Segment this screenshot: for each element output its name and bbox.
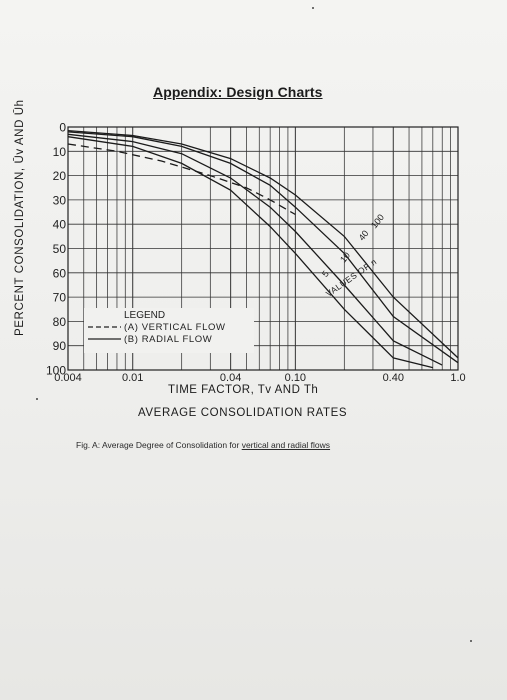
chart-legend: LEGEND(A) VERTICAL FLOW(B) RADIAL FLOW (84, 308, 254, 353)
paper-speck (312, 7, 314, 9)
y-tick-label: 100 (46, 364, 66, 378)
x-tick-label: 0.04 (220, 372, 241, 384)
y-tick-label: 30 (53, 193, 67, 207)
y-tick-label: 20 (53, 169, 67, 183)
paper-speck (470, 640, 472, 642)
x-tick-label: 0.10 (285, 372, 306, 384)
x-axis-label: TIME FACTOR, Tv AND Th (168, 384, 319, 396)
legend-item-label: (A) VERTICAL FLOW (124, 322, 226, 333)
figure-caption: Fig. A: Average Degree of Consolidation … (76, 440, 330, 450)
series-label: 10 (338, 250, 352, 264)
series-label: 40 (357, 228, 371, 242)
series-line (67, 131, 459, 364)
legend-item-label: (B) RADIAL FLOW (124, 334, 212, 345)
x-tick-labels: 0.004 0.01 0.04 0.10 0.40 1.0 (54, 372, 465, 384)
x-tick-label: 1.0 (450, 372, 465, 384)
x-tick-label: 0.004 (54, 372, 82, 384)
y-tick-label: 80 (53, 315, 67, 329)
y-tick-label: 60 (53, 266, 67, 280)
paper-speck (36, 398, 38, 400)
series-line (67, 143, 296, 216)
legend-box (84, 308, 254, 353)
series-label: 100 (369, 212, 386, 230)
y-tick-label: 0 (59, 121, 66, 135)
series-line (67, 129, 459, 359)
y-tick-label: 70 (53, 291, 67, 305)
page-title: Appendix: Design Charts (153, 84, 323, 100)
y-tick-labels: 0 10 20 30 40 50 60 70 80 90 100 (46, 121, 66, 378)
x-tick-label: 0.01 (122, 372, 143, 384)
caption-text: Fig. A: Average Degree of Consolidation … (76, 440, 242, 450)
y-tick-label: 40 (53, 218, 67, 232)
y-tick-label: 10 (53, 145, 67, 159)
series-line (67, 136, 433, 369)
series-line (67, 133, 443, 366)
y-tick-label: 50 (53, 242, 67, 256)
y-tick-label: 90 (53, 339, 67, 353)
series-label: 5 (320, 269, 331, 279)
plot-frame (67, 126, 459, 371)
legend-title: LEGEND (124, 310, 165, 321)
chart-subtitle: AVERAGE CONSOLIDATION RATES (138, 407, 348, 419)
chart-curves (67, 129, 459, 369)
caption-link: vertical and radial flows (241, 440, 331, 450)
x-tick-label: 0.40 (383, 372, 404, 384)
